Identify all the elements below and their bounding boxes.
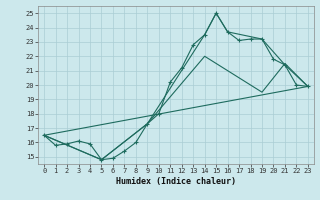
X-axis label: Humidex (Indice chaleur): Humidex (Indice chaleur): [116, 177, 236, 186]
